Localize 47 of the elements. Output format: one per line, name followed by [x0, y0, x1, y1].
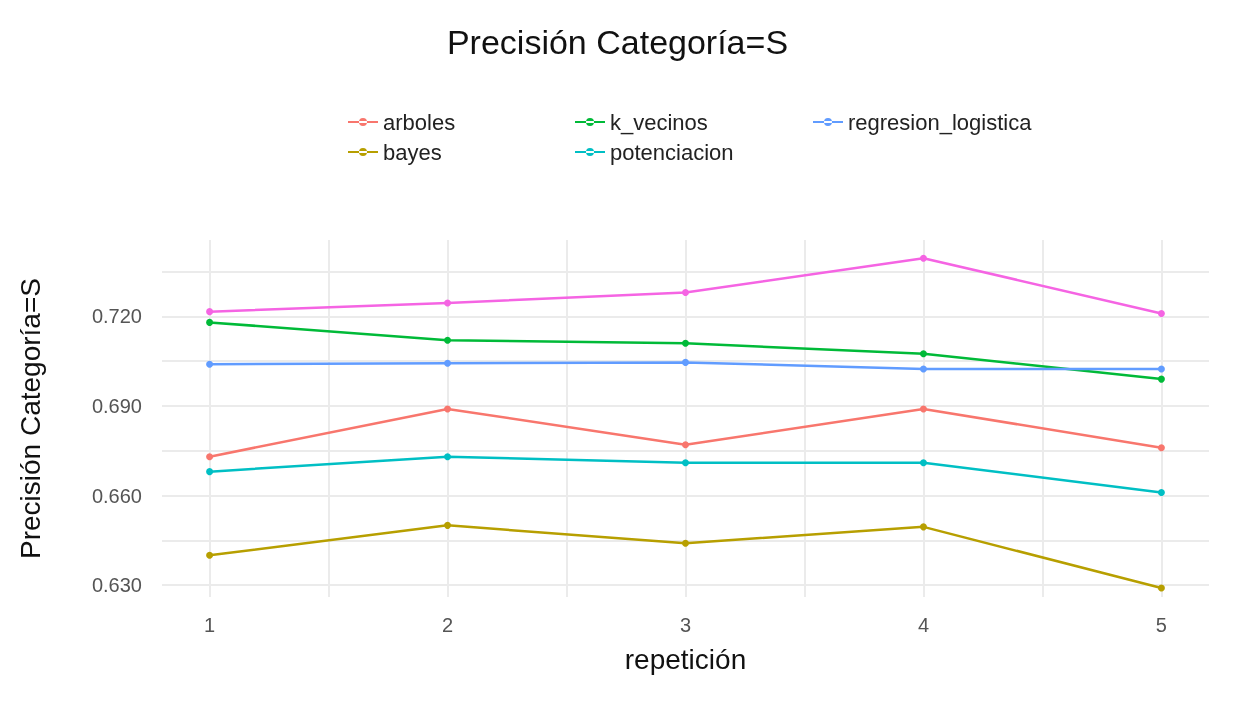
y-tick-label: 0.720: [91, 305, 142, 328]
point: [682, 441, 689, 449]
point: [682, 289, 689, 297]
x-axis-title: repetición: [624, 643, 747, 675]
point: [682, 539, 689, 547]
point: [206, 318, 214, 326]
point: [1157, 365, 1165, 373]
point: [1157, 375, 1165, 383]
point: [919, 365, 927, 373]
point: [682, 339, 689, 347]
legend-label: arboles: [383, 109, 456, 135]
legend-label: bayes: [383, 139, 442, 165]
x-tick-label: 4: [917, 614, 930, 636]
point: [206, 468, 214, 476]
point: [682, 459, 689, 467]
point: [444, 453, 452, 461]
point: [919, 459, 927, 467]
point: [1157, 489, 1165, 497]
point: [919, 254, 927, 262]
legend-label: k_vecinos: [610, 109, 708, 135]
y-tick-label: 0.630: [91, 574, 142, 597]
legend-label: regresion_logistica: [848, 109, 1033, 135]
point: [206, 551, 214, 559]
point: [206, 308, 214, 316]
y-tick-label: 0.660: [91, 484, 142, 507]
y-tick-label: 0.690: [91, 394, 142, 417]
x-tick-label: 2: [441, 614, 454, 636]
chart-title: Precisión Categoría=S: [446, 23, 789, 61]
point: [444, 336, 452, 344]
point: [919, 523, 927, 531]
point: [682, 358, 689, 366]
point: [919, 405, 927, 413]
point: [444, 359, 452, 367]
point: [206, 453, 214, 461]
point: [919, 350, 927, 358]
x-tick-label: 3: [679, 614, 692, 636]
point: [444, 299, 452, 307]
y-axis-title: Precisión Categoría=S: [14, 278, 46, 559]
point: [1157, 309, 1165, 317]
point: [206, 360, 214, 368]
point: [1157, 444, 1165, 452]
x-tick-label: 5: [1155, 614, 1167, 636]
point: [444, 405, 452, 413]
legend-label: potenciacion: [610, 139, 734, 165]
point: [444, 521, 452, 529]
point: [1157, 584, 1165, 592]
x-tick-label: 1: [204, 614, 216, 636]
